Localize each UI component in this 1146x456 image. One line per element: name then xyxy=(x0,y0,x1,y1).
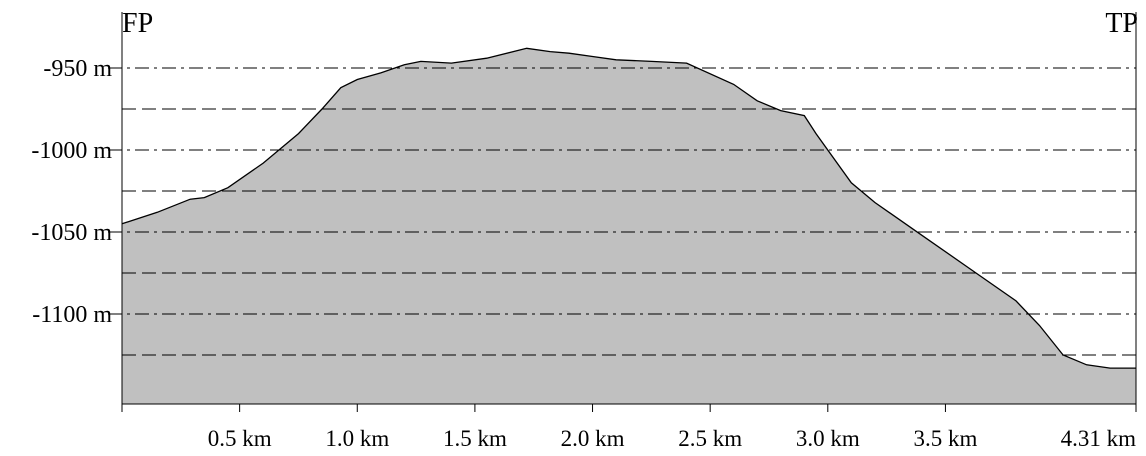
x-tick-label: 2.0 km xyxy=(561,426,625,451)
x-tick-label: 1.5 km xyxy=(443,426,507,451)
y-tick-label: -1000 m xyxy=(31,138,112,164)
y-tick-label: -1100 m xyxy=(32,302,112,328)
area-layer xyxy=(121,47,1136,405)
x-tick-label: 3.5 km xyxy=(913,426,977,451)
x-tick-label: 1.0 km xyxy=(325,426,389,451)
corner-label-right: TP xyxy=(1105,8,1138,39)
x-tick-label: 0.5 km xyxy=(208,426,272,451)
axis-layer: -950 m -1000 m -1050 m -1100 m 0.5 km 1.0 km 1… xyxy=(31,12,1137,451)
corner-label-left: FP xyxy=(122,8,153,39)
terrain-area xyxy=(122,48,1136,405)
x-tick-label: 3.0 km xyxy=(796,426,860,451)
y-tick-label: -1050 m xyxy=(31,220,112,246)
terrain-profile-line xyxy=(121,47,1136,369)
x-tick-label: 2.5 km xyxy=(678,426,742,451)
x-tick-label: 4.31 km xyxy=(1061,426,1137,451)
y-tick-label: -950 m xyxy=(43,56,112,82)
grid-layer xyxy=(108,67,1136,356)
